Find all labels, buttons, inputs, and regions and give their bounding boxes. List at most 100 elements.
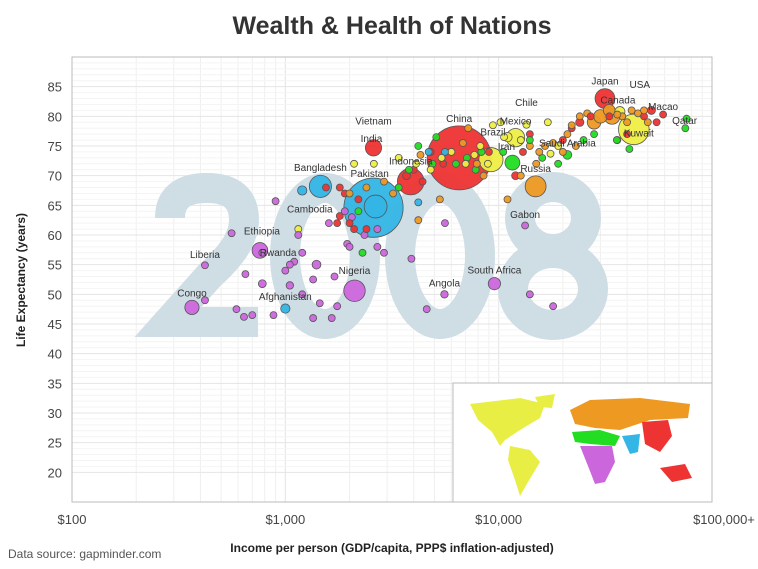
bubble	[532, 159, 541, 168]
bubble-label: Congo	[177, 288, 207, 299]
y-tick-label: 85	[48, 80, 62, 95]
bubble	[309, 275, 318, 284]
bubble	[285, 281, 294, 290]
bubble	[575, 112, 584, 121]
bubble	[394, 153, 403, 162]
bubble-congo	[184, 299, 200, 315]
x-axis-label: Income per person (GDP/capita, PPP$ infl…	[230, 541, 553, 555]
bubble	[362, 183, 371, 192]
year-digit-8-bottom	[498, 238, 608, 340]
bubble	[623, 118, 632, 127]
bubble	[541, 142, 549, 150]
bubble	[496, 118, 505, 127]
bubble	[298, 290, 307, 299]
bubble	[535, 148, 544, 156]
bubble	[424, 148, 433, 156]
bubble-label: China	[446, 114, 473, 125]
y-tick-label: 30	[48, 406, 62, 421]
bubble	[248, 311, 257, 320]
y-tick-label: 80	[48, 109, 62, 124]
region-legend-map[interactable]	[452, 382, 713, 503]
bubble	[613, 110, 622, 119]
bubble	[327, 314, 336, 322]
y-tick-label: 40	[48, 347, 62, 362]
bubble	[240, 312, 248, 321]
bubble-nigeria	[343, 279, 366, 302]
bubble	[554, 142, 563, 150]
bubble-gabon	[521, 221, 529, 230]
map-north-america	[470, 398, 545, 446]
bubble	[369, 159, 378, 168]
map-greenland	[535, 394, 555, 408]
bubble	[447, 148, 456, 156]
map-east-asia	[642, 420, 672, 452]
bubble-label: Liberia	[190, 250, 220, 261]
map-south-asia	[622, 434, 640, 454]
bubble-labels: Congo Liberia Ethiopia Rwanda Afghanistan Ban…	[177, 77, 698, 303]
bubble-cambodia	[335, 212, 344, 220]
bubble	[441, 219, 449, 228]
bubble	[350, 225, 358, 233]
bubble	[354, 207, 363, 216]
bubble	[333, 302, 342, 311]
bubble	[437, 153, 446, 162]
bubble	[389, 189, 397, 198]
bubble	[258, 248, 267, 257]
bubble	[525, 136, 534, 144]
bubble-label: Bangladesh	[294, 163, 347, 174]
bubble	[257, 279, 267, 288]
bubble	[476, 142, 485, 150]
bubble-label: Afghanistan	[259, 292, 312, 303]
bubble	[519, 148, 527, 156]
bubble	[285, 260, 294, 269]
bubble	[322, 183, 330, 192]
bubble	[627, 106, 636, 115]
bubble-label: Indonesia	[389, 156, 433, 167]
bubble	[345, 219, 354, 228]
bubble	[563, 130, 572, 139]
bubble	[426, 165, 435, 174]
bubble	[416, 150, 425, 159]
x-tick-label: $10,000	[475, 512, 522, 527]
bubble-label: Brazil	[480, 128, 505, 139]
y-axis-label: Life Expectancy (years)	[14, 213, 28, 347]
bubble-label: South Africa	[467, 266, 521, 277]
bubble	[407, 254, 416, 263]
bubble	[380, 248, 388, 257]
bubble	[281, 266, 290, 275]
bubble	[298, 248, 307, 257]
bubble-label: Canada	[600, 96, 635, 107]
bubble-qatar	[682, 114, 691, 123]
bubble	[373, 225, 382, 233]
bubble-label: Chile	[515, 98, 538, 109]
y-axis-ticks: 20 25 30 35 40 45 50 55 60 65 70 75 80 85	[48, 80, 62, 481]
bubble	[294, 231, 303, 239]
bubble	[414, 198, 423, 207]
bubble-label: Saudi Arabia	[539, 139, 596, 150]
bubble	[362, 225, 371, 233]
bubble-label: Cambodia	[287, 205, 333, 216]
bubble-south-africa	[487, 277, 501, 291]
bubble-bangladesh	[308, 174, 332, 198]
bubble	[297, 185, 308, 196]
bubble	[441, 148, 449, 156]
bubble-kuwait	[612, 136, 621, 144]
year-digit-2	[134, 172, 260, 337]
bubble-label: Qatar	[672, 116, 698, 127]
bubble	[516, 171, 525, 180]
bubble	[269, 311, 278, 320]
bubble	[605, 112, 614, 121]
bubble	[516, 136, 525, 144]
bubble	[681, 124, 690, 133]
y-tick-label: 70	[48, 169, 62, 184]
bubble	[558, 148, 567, 156]
x-tick-label: $100	[58, 512, 87, 527]
bubble	[625, 145, 634, 153]
bubble	[414, 142, 423, 150]
bubble-label: Rwanda	[260, 248, 297, 259]
bubble-label: Gabon	[510, 210, 540, 221]
bubble-label: Angola	[429, 279, 461, 290]
bubble	[432, 133, 441, 142]
bubble-label: Japan	[591, 77, 618, 88]
bubble	[330, 272, 339, 281]
